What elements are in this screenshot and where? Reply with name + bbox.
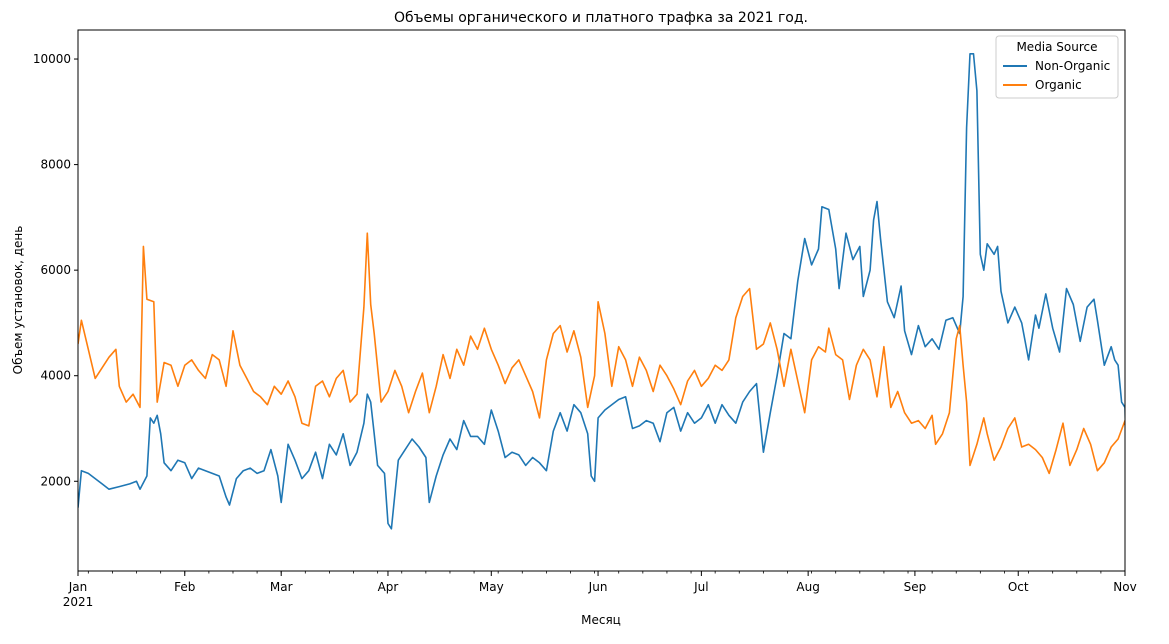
- x-tick-label: Oct: [1008, 580, 1029, 594]
- series-line-non-organic: [78, 52, 1125, 530]
- y-tick-label: 6000: [40, 263, 71, 277]
- y-axis-label: Объем установок, день: [11, 226, 25, 375]
- legend-label-non-organic: Non-Organic: [1035, 59, 1110, 73]
- x-tick-label: Aug: [796, 580, 819, 594]
- x-tick-label: Sep: [904, 580, 927, 594]
- y-tick-label: 4000: [40, 369, 71, 383]
- plot-frame: [77, 29, 1126, 572]
- x-axis-label: Месяц: [581, 613, 621, 627]
- legend: Media Source Non-Organic Organic: [995, 35, 1119, 99]
- legend-label-organic: Organic: [1035, 78, 1082, 92]
- legend-box: [995, 35, 1119, 99]
- x-tick-label: Feb: [174, 580, 195, 594]
- series-line-organic: [78, 232, 1125, 475]
- y-tick-label: 8000: [40, 158, 71, 172]
- x-tick-label: Jan: [68, 580, 88, 594]
- y-tick-label: 2000: [40, 474, 71, 488]
- x-tick-label: Jul: [693, 580, 708, 594]
- legend-title: Media Source: [1016, 40, 1097, 54]
- x-tick-sublabel: 2021: [63, 595, 94, 609]
- x-tick-label: Jun: [588, 580, 608, 594]
- y-tick-label: 10000: [33, 52, 71, 66]
- x-tick-label: May: [479, 580, 504, 594]
- x-tick-label: Mar: [270, 580, 293, 594]
- x-tick-label: Apr: [378, 580, 399, 594]
- y-axis: 2000 4000 6000 8000 10000: [33, 52, 78, 488]
- x-tick-label: Nov: [1113, 580, 1136, 594]
- chart-title: Объемы органического и платного трафка з…: [394, 10, 808, 26]
- plot-lines: [78, 52, 1125, 530]
